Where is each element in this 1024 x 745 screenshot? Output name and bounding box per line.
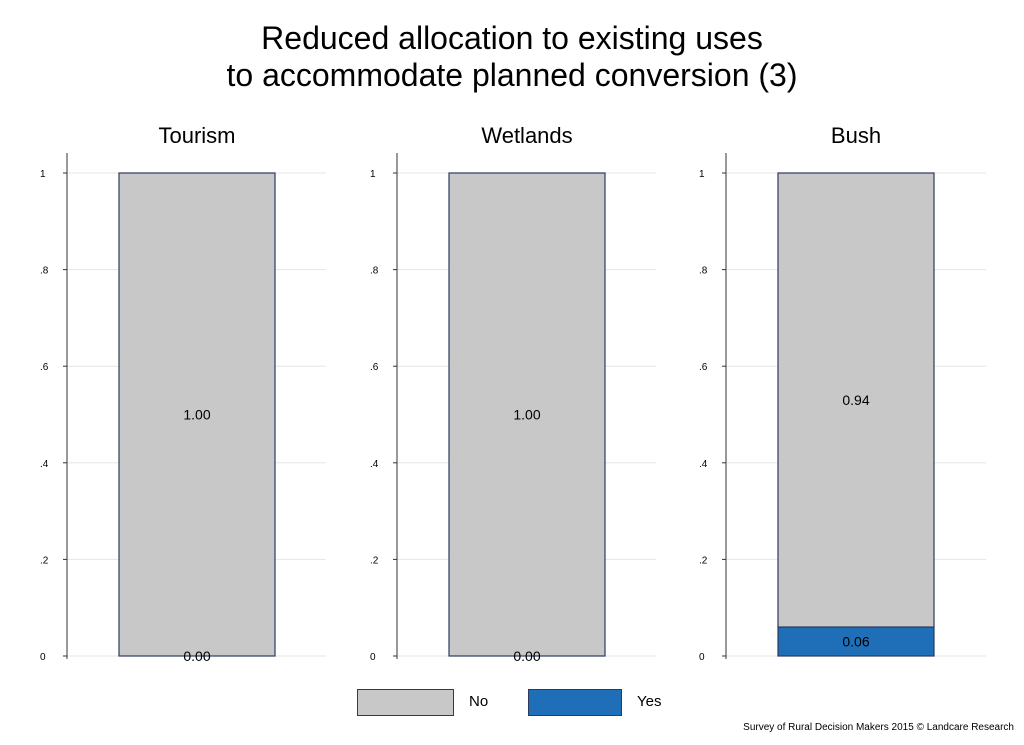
chart-title-line-1: Reduced allocation to existing uses	[261, 20, 763, 56]
bar-no-0	[118, 172, 276, 657]
y-tick-label: .8	[40, 266, 49, 277]
y-tick-label: .6	[40, 362, 49, 373]
legend-label-yes: Yes	[637, 693, 662, 710]
legend-swatch-no	[357, 689, 454, 716]
data-label-yes-1: 0.00	[513, 648, 540, 664]
data-label-no-0: 1.00	[183, 407, 210, 423]
legend-swatch-yes	[528, 689, 622, 716]
y-tick-label: .2	[370, 555, 379, 566]
panel-title-1: Wetlands	[481, 123, 572, 148]
bar-no-1	[448, 172, 606, 657]
y-tick-label: 1	[370, 169, 376, 180]
credit-text: Survey of Rural Decision Makers 2015 © L…	[743, 722, 1014, 733]
y-tick-label: 1	[40, 169, 46, 180]
panel-title-2: Bush	[831, 123, 881, 148]
bar-no-2	[777, 172, 935, 628]
y-tick-label: .2	[40, 555, 49, 566]
y-tick-label: .8	[699, 266, 708, 277]
data-label-yes-0: 0.00	[183, 648, 210, 664]
y-tick-label: 0	[699, 652, 705, 663]
y-tick-label: .6	[699, 362, 708, 373]
chart-title-line-2: to accommodate planned conversion (3)	[226, 57, 798, 93]
y-tick-label: .4	[699, 459, 708, 470]
y-tick-label: 0	[370, 652, 376, 663]
data-label-no-2: 0.94	[842, 392, 869, 408]
y-tick-label: .4	[40, 459, 49, 470]
legend-label-no: No	[469, 693, 489, 710]
y-tick-label: .6	[370, 362, 379, 373]
y-tick-label: .2	[699, 555, 708, 566]
y-tick-label: .4	[370, 459, 379, 470]
data-label-no-1: 1.00	[513, 407, 540, 423]
y-tick-label: .8	[370, 266, 379, 277]
data-label-yes-2: 0.06	[842, 634, 869, 650]
panel-title-0: Tourism	[158, 123, 235, 148]
y-tick-label: 1	[699, 169, 705, 180]
y-tick-label: 0	[40, 652, 46, 663]
